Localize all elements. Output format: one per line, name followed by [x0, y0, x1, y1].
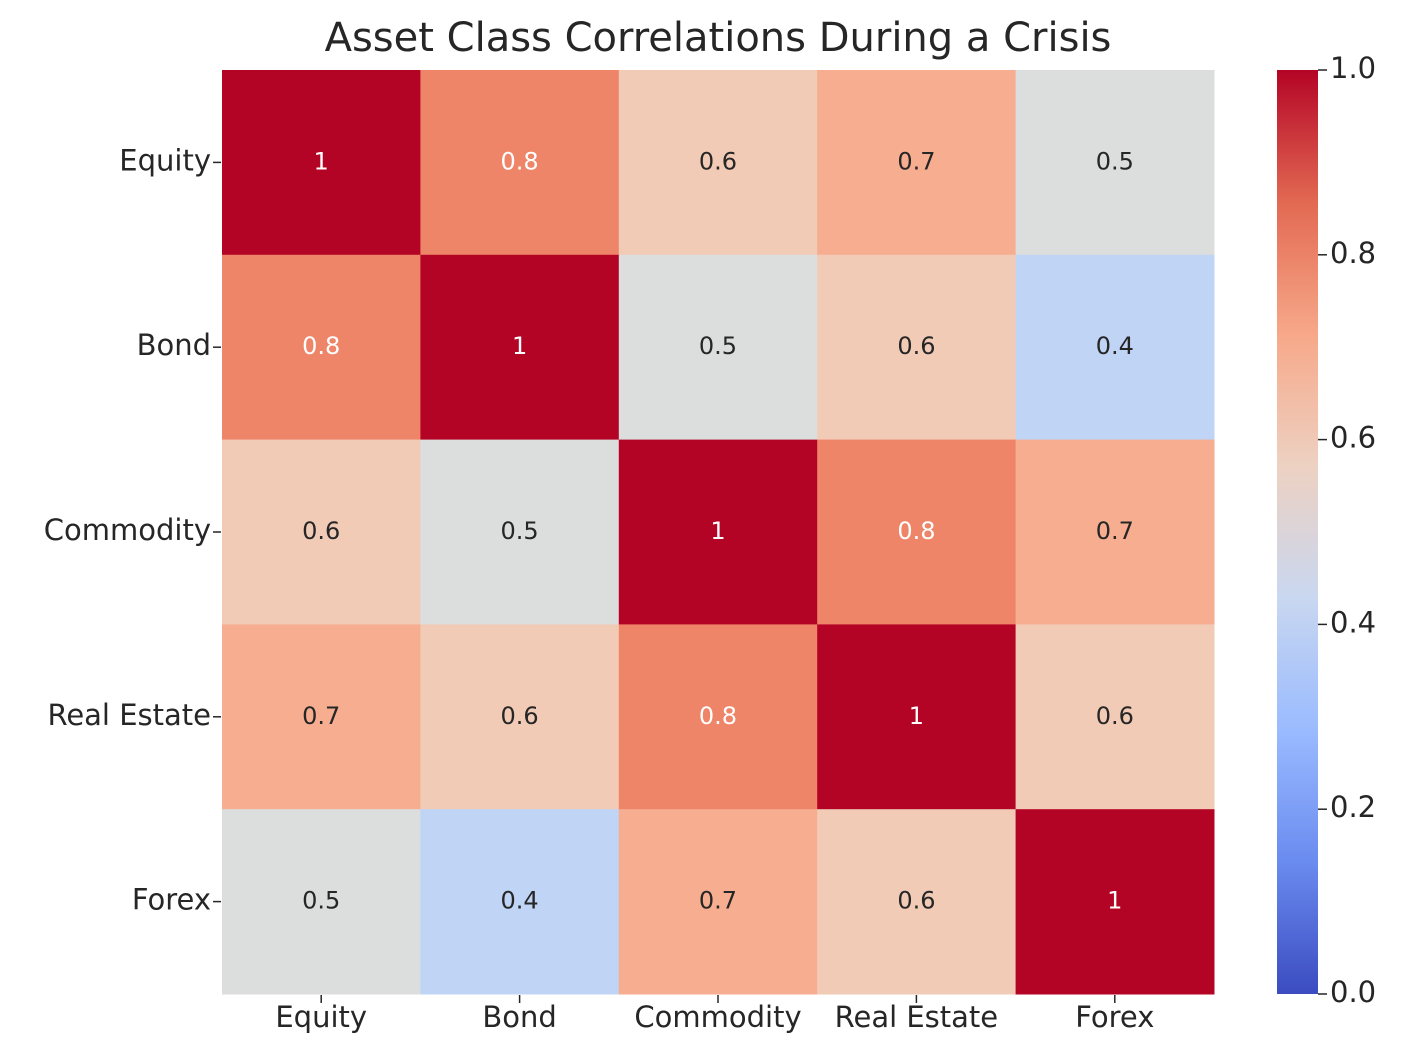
heatmap-cell-forex-equity — [222, 809, 421, 995]
heatmap-cell-real-estate-commodity — [618, 624, 818, 810]
heatmap-cell-bond-bond — [420, 254, 620, 441]
y-tick-label-equity: Equity — [119, 143, 211, 177]
cell-value-label: 0.4 — [501, 887, 539, 915]
heatmap-cell-forex-real-estate — [817, 809, 1017, 995]
y-tick-label-forex: Forex — [132, 883, 211, 917]
heatmap-cell-bond-commodity — [618, 254, 818, 441]
heatmap-cell-equity-commodity — [618, 70, 818, 256]
x-axis: Equity Bond Commodity Real Estate Forex — [275, 995, 1154, 1034]
chart-title: Asset Class Correlations During a Crisis — [325, 15, 1112, 61]
cell-value-label: 0.7 — [1096, 517, 1134, 545]
cell-value-label: 1 — [314, 147, 329, 175]
cell-value-label: 0.5 — [302, 887, 340, 915]
y-axis: Equity Bond Commodity Real Estate Forex — [44, 143, 221, 917]
heatmap-cell-forex-forex — [1015, 809, 1215, 995]
colorbar-gradient — [1277, 70, 1318, 994]
cell-value-label: 0.6 — [501, 702, 539, 730]
cell-value-label: 0.8 — [501, 147, 539, 175]
cell-value-label: 0.5 — [699, 332, 737, 360]
cell-value-label: 0.6 — [1096, 702, 1134, 730]
cell-value-label: 0.8 — [302, 332, 340, 360]
cell-value-label: 1 — [909, 702, 924, 730]
y-tick-label-commodity: Commodity — [44, 513, 211, 547]
heatmap-cell-equity-forex — [1015, 70, 1215, 256]
cell-value-label: 0.6 — [897, 887, 935, 915]
cell-value-label: 0.5 — [1096, 147, 1134, 175]
heatmap-cell-commodity-real-estate — [817, 439, 1017, 625]
y-tick-label-real-estate: Real Estate — [47, 698, 211, 732]
cell-value-label: 1 — [1107, 887, 1122, 915]
colorbar-tick-label: 1.0 — [1330, 51, 1376, 85]
colorbar-ticks: 0.0 0.2 0.4 0.6 0.8 1.0 — [1318, 51, 1376, 1009]
heatmap-cell-commodity-commodity — [618, 439, 818, 625]
heatmap-cell-labels: 1 0.8 0.6 0.7 0.5 0.8 1 0.5 0.6 0.4 0.6 0.5 1 0.8 0.7 0… — [302, 147, 1134, 914]
cell-value-label: 0.7 — [699, 887, 737, 915]
cell-value-label: 0.8 — [897, 517, 935, 545]
colorbar-tick-label: 0.6 — [1330, 421, 1376, 455]
heatmap-cell-real-estate-bond — [420, 624, 620, 810]
heatmap-cell-commodity-forex — [1015, 439, 1215, 625]
colorbar: 0.0 0.2 0.4 0.6 0.8 1.0 — [1277, 51, 1376, 1009]
cell-value-label: 0.7 — [302, 702, 340, 730]
y-tick-label-bond: Bond — [137, 328, 211, 362]
heatmap-cell-equity-equity — [222, 70, 421, 256]
heatmap-cell-equity-bond — [420, 70, 620, 256]
x-tick-label-commodity: Commodity — [634, 1000, 801, 1034]
cell-value-label: 0.4 — [1096, 332, 1134, 360]
heatmap-cell-bond-equity — [222, 254, 421, 441]
cell-value-label: 0.5 — [501, 517, 539, 545]
x-tick-label-real-estate: Real Estate — [835, 1000, 999, 1034]
cell-value-label: 0.6 — [699, 147, 737, 175]
heatmap-cell-equity-real-estate — [817, 70, 1017, 256]
heatmap-cell-commodity-bond — [420, 439, 620, 625]
x-tick-label-bond: Bond — [482, 1000, 556, 1034]
heatmap-cell-commodity-equity — [222, 439, 421, 625]
heatmap-cell-forex-commodity — [618, 809, 818, 995]
heatmap-cell-bond-forex — [1015, 254, 1215, 441]
cell-value-label: 1 — [710, 517, 725, 545]
heatmap-cell-real-estate-equity — [222, 624, 421, 810]
colorbar-tick-label: 0.8 — [1330, 236, 1376, 270]
cell-value-label: 0.6 — [897, 332, 935, 360]
heatmap-cell-real-estate-real-estate — [817, 624, 1017, 810]
cell-value-label: 0.6 — [302, 517, 340, 545]
heatmap-cell-forex-bond — [420, 809, 620, 995]
colorbar-tick-label: 0.0 — [1330, 975, 1376, 1009]
heatmap-cells — [222, 70, 1215, 995]
cell-value-label: 0.7 — [897, 147, 935, 175]
x-tick-label-forex: Forex — [1075, 1000, 1154, 1034]
cell-value-label: 1 — [512, 332, 527, 360]
x-tick-label-equity: Equity — [275, 1000, 367, 1034]
colorbar-tick-label: 0.4 — [1330, 605, 1376, 639]
heatmap-cell-bond-real-estate — [817, 254, 1017, 441]
heatmap-cell-real-estate-forex — [1015, 624, 1215, 810]
colorbar-tick-label: 0.2 — [1330, 790, 1376, 824]
cell-value-label: 0.8 — [699, 702, 737, 730]
